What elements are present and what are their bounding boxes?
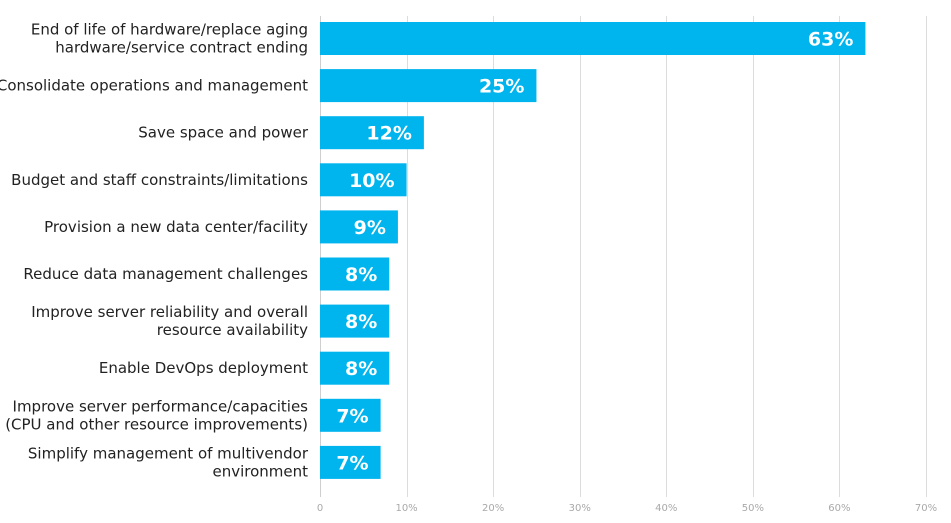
x-tick-label: 0 [317,503,323,514]
x-tick-label: 20% [482,503,504,514]
data-label: 8% [345,358,377,380]
x-tick-label: 50% [742,503,764,514]
x-tick-label: 30% [569,503,591,514]
data-label: 8% [345,264,377,286]
data-label: 9% [354,217,386,239]
data-label: 8% [345,311,377,333]
category-label: End of life of hardware/replace aging har… [31,21,308,57]
data-label: 7% [336,452,368,474]
bar [320,398,381,432]
bar [320,116,424,150]
category-label: Provision a new data center/facility [44,218,308,236]
bar [320,445,381,479]
bar [320,22,866,55]
x-tick-label: 60% [828,503,850,514]
category-label: Reduce data management challenges [23,265,308,283]
category-label: Budget and staff constraints/limitations [11,171,308,189]
data-label: 7% [336,405,368,427]
category-label: Enable DevOps deployment [99,359,308,377]
bar [320,210,398,244]
category-label: Simplify management of multivendor enviro… [28,444,309,480]
data-label: 12% [366,123,411,145]
bar [320,351,390,385]
data-label: 63% [808,29,853,51]
data-label: 10% [349,170,394,192]
bar-layer: 63% 25% 12% 10% 9% 8% 8% 8% 7% 7% [320,22,866,479]
bar [320,304,390,338]
category-label-layer: End of life of hardware/replace aging har… [0,21,309,481]
bar [320,257,390,291]
x-tick-label: 40% [655,503,677,514]
category-label: Improve server performance/capacities (CP… [5,397,308,433]
category-label: Consolidate operations and management [0,77,308,95]
data-label: 25% [479,76,524,98]
tick-label-layer: 0 10% 20% 30% 40% 50% 60% 70% [317,503,937,514]
x-tick-label: 10% [395,503,417,514]
x-tick-label: 70% [915,503,937,514]
category-label: Improve server reliability and overall re… [31,303,308,339]
bar [320,69,537,103]
category-label: Save space and power [138,124,309,142]
bar [320,163,407,197]
